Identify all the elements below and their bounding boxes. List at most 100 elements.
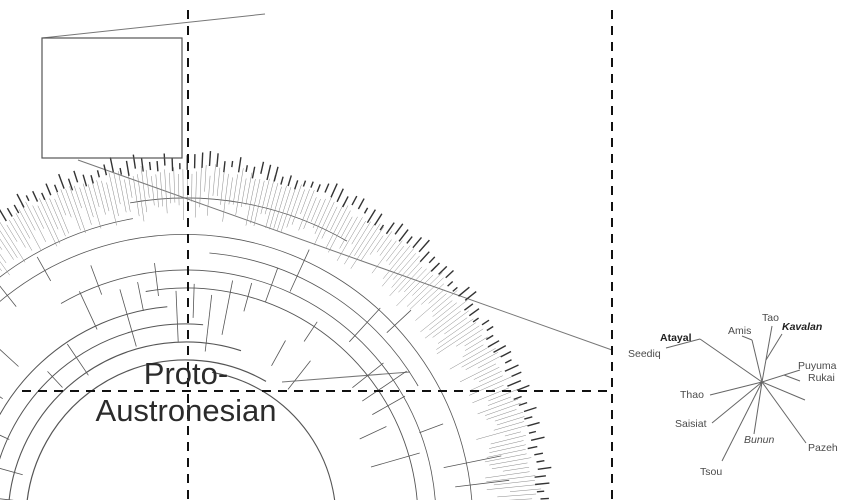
tree-branch [371, 240, 397, 274]
taxon-label-puyuma: Puyuma [798, 360, 837, 372]
tree-branch [487, 340, 500, 348]
tree-branch [228, 177, 233, 205]
tree-branch [486, 449, 526, 458]
tree-branch [418, 239, 430, 253]
tree-branch [155, 174, 159, 208]
tree-branch [222, 173, 229, 222]
tree-branch [321, 206, 338, 239]
tree-branch [379, 239, 392, 256]
tree-branch [386, 240, 403, 262]
tree-branch [73, 185, 82, 209]
tree-branch [386, 309, 412, 333]
tree-branch [455, 328, 484, 347]
tree-branch [376, 231, 393, 253]
tree-branch [245, 165, 248, 173]
tree-branch [106, 182, 117, 226]
tree-branch [221, 280, 233, 335]
tree-branch [491, 462, 528, 470]
tree-branch [91, 178, 100, 208]
tree-branch [493, 344, 507, 354]
tree-branch [264, 174, 276, 215]
tree-branch [47, 371, 63, 388]
tree-branch [511, 371, 522, 378]
tree-branch [428, 289, 445, 304]
tree-branch [342, 196, 349, 208]
taxon-label-atayal: Atayal [660, 332, 692, 344]
tree-branch [477, 398, 519, 415]
tree-branch [352, 362, 384, 389]
tree-branch [336, 217, 363, 261]
dashed-guide-lines [22, 10, 613, 500]
tree-branch [485, 402, 521, 416]
tree-branch [41, 192, 46, 201]
tree-branch [464, 336, 488, 351]
tree-branch [66, 343, 89, 376]
tree-branch [535, 482, 550, 486]
tree-arc [26, 359, 267, 500]
tree-branch [119, 289, 137, 347]
tree-branch [21, 203, 36, 231]
tree-branch [500, 350, 512, 358]
tree-branch [60, 189, 72, 218]
tree-branch [45, 183, 52, 196]
highlight-inset-box [41, 37, 183, 159]
tree-branch [240, 178, 247, 208]
tree-branch [363, 207, 369, 214]
tree-branch [484, 453, 527, 463]
tree-branch [265, 183, 279, 229]
tree-branch [223, 161, 226, 173]
tree-branch [394, 223, 404, 235]
tree-branch [101, 180, 110, 212]
tree-branch [486, 484, 537, 490]
tree-branch [32, 205, 45, 229]
tree-branch [0, 253, 7, 264]
tree-branch [16, 193, 25, 208]
tree-branch [108, 172, 119, 217]
tree-branch [194, 171, 197, 218]
tree-branch [169, 172, 172, 204]
unrooted-formosan-tree: Tao Amis Kavalan Atayal Seediq Puyuma Ru… [628, 312, 838, 478]
tree-branch [486, 409, 517, 420]
tree-branch [25, 201, 47, 243]
tree-branch [357, 198, 365, 210]
tree-branch [148, 161, 152, 171]
tree-branch [473, 366, 500, 380]
tree-branch [534, 475, 546, 478]
tree-branch [0, 209, 7, 222]
tree-branch [220, 166, 226, 205]
tree-branch [406, 236, 413, 244]
tree-branch [396, 265, 437, 307]
tree-branch [124, 179, 131, 212]
tree-branch [0, 221, 26, 263]
tree-branch [537, 466, 552, 470]
tree-branch [216, 153, 219, 167]
tree-branch [310, 198, 321, 222]
tree-branch [175, 290, 179, 342]
tree-branch [494, 411, 524, 422]
radial-phylogenetic-tree [0, 151, 552, 500]
taxon-label-saisiat: Saisiat [675, 418, 707, 430]
tree-branch [8, 219, 26, 248]
tree-branch [432, 310, 469, 338]
unrooted-tree-branches [665, 325, 807, 462]
tree-branch [178, 173, 180, 206]
tree-branch [478, 370, 502, 383]
tree-branch [349, 307, 381, 343]
tree-branch [303, 197, 317, 229]
tree-branch [0, 396, 3, 400]
taxon-label-seediq: Seediq [628, 348, 661, 360]
tree-branch [404, 268, 427, 293]
tree-branch [90, 175, 94, 184]
tree-branch [339, 216, 358, 249]
tree-branch [164, 169, 168, 214]
tree-arc [60, 269, 436, 500]
tree-arc [211, 371, 336, 500]
tree-branch [276, 187, 292, 231]
tree-branch [370, 452, 420, 468]
tree-branch [436, 325, 480, 355]
tree-arc [0, 323, 204, 460]
tree-branch [489, 457, 532, 466]
tree-branch [69, 186, 87, 234]
tree-branch [280, 176, 284, 185]
tree-branch [119, 167, 123, 175]
